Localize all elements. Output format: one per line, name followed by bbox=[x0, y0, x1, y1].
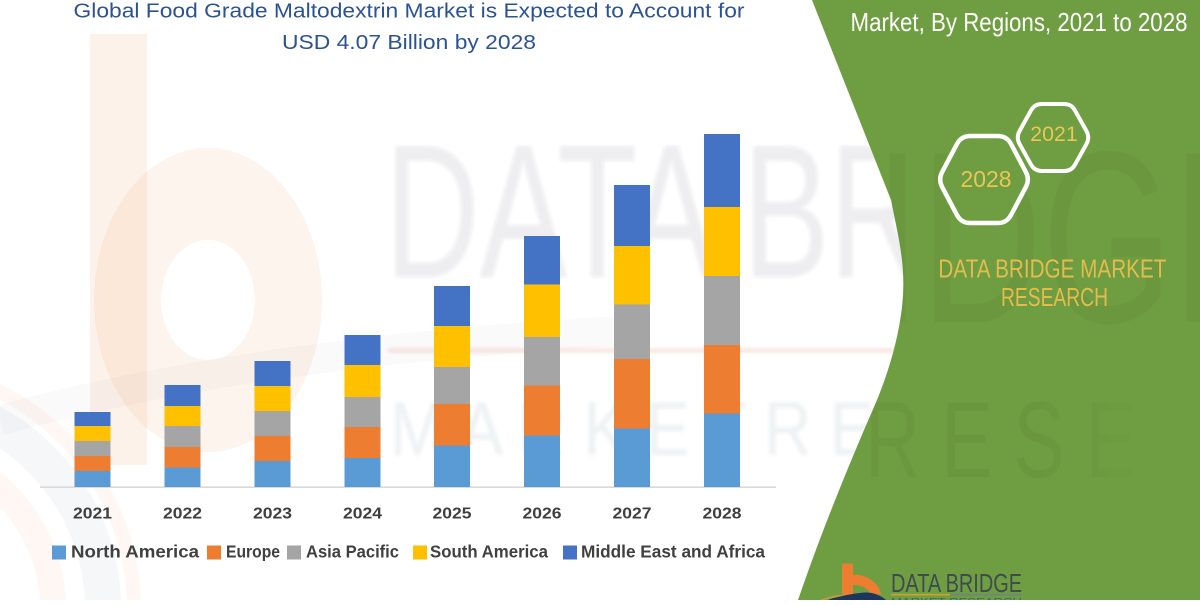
svg-text:RESEARCH: RESEARCH bbox=[1001, 282, 1108, 312]
svg-text:North America: North America bbox=[71, 542, 199, 562]
svg-text:2023: 2023 bbox=[253, 506, 292, 523]
svg-text:MARKET RESEARCH: MARKET RESEARCH bbox=[891, 597, 1022, 601]
svg-text:2027: 2027 bbox=[613, 506, 652, 523]
svg-text:Market, By Regions, 2021 to 20: Market, By Regions, 2021 to 2028 bbox=[851, 7, 1188, 37]
svg-text:2028: 2028 bbox=[703, 506, 742, 523]
svg-text:2021: 2021 bbox=[73, 506, 112, 523]
svg-text:Global Food Grade Maltodextrin: Global Food Grade Maltodextrin Market is… bbox=[74, 0, 745, 22]
svg-text:2026: 2026 bbox=[523, 506, 562, 523]
svg-text:USD 4.07 Billion by 2028: USD 4.07 Billion by 2028 bbox=[282, 31, 536, 54]
svg-text:2025: 2025 bbox=[433, 506, 472, 523]
svg-text:2021: 2021 bbox=[1030, 122, 1078, 146]
svg-text:2022: 2022 bbox=[163, 506, 202, 523]
svg-text:Europe: Europe bbox=[226, 542, 280, 562]
svg-text:Asia Pacific: Asia Pacific bbox=[306, 542, 399, 562]
svg-text:South America: South America bbox=[430, 542, 548, 562]
svg-text:DATA BRIDGE MARKET: DATA BRIDGE MARKET bbox=[938, 254, 1166, 284]
svg-text:2028: 2028 bbox=[961, 166, 1012, 192]
svg-text:Middle East and Africa: Middle East and Africa bbox=[581, 542, 765, 562]
svg-text:2024: 2024 bbox=[343, 506, 382, 523]
svg-text:DATA BRIDGE: DATA BRIDGE bbox=[891, 570, 1022, 598]
